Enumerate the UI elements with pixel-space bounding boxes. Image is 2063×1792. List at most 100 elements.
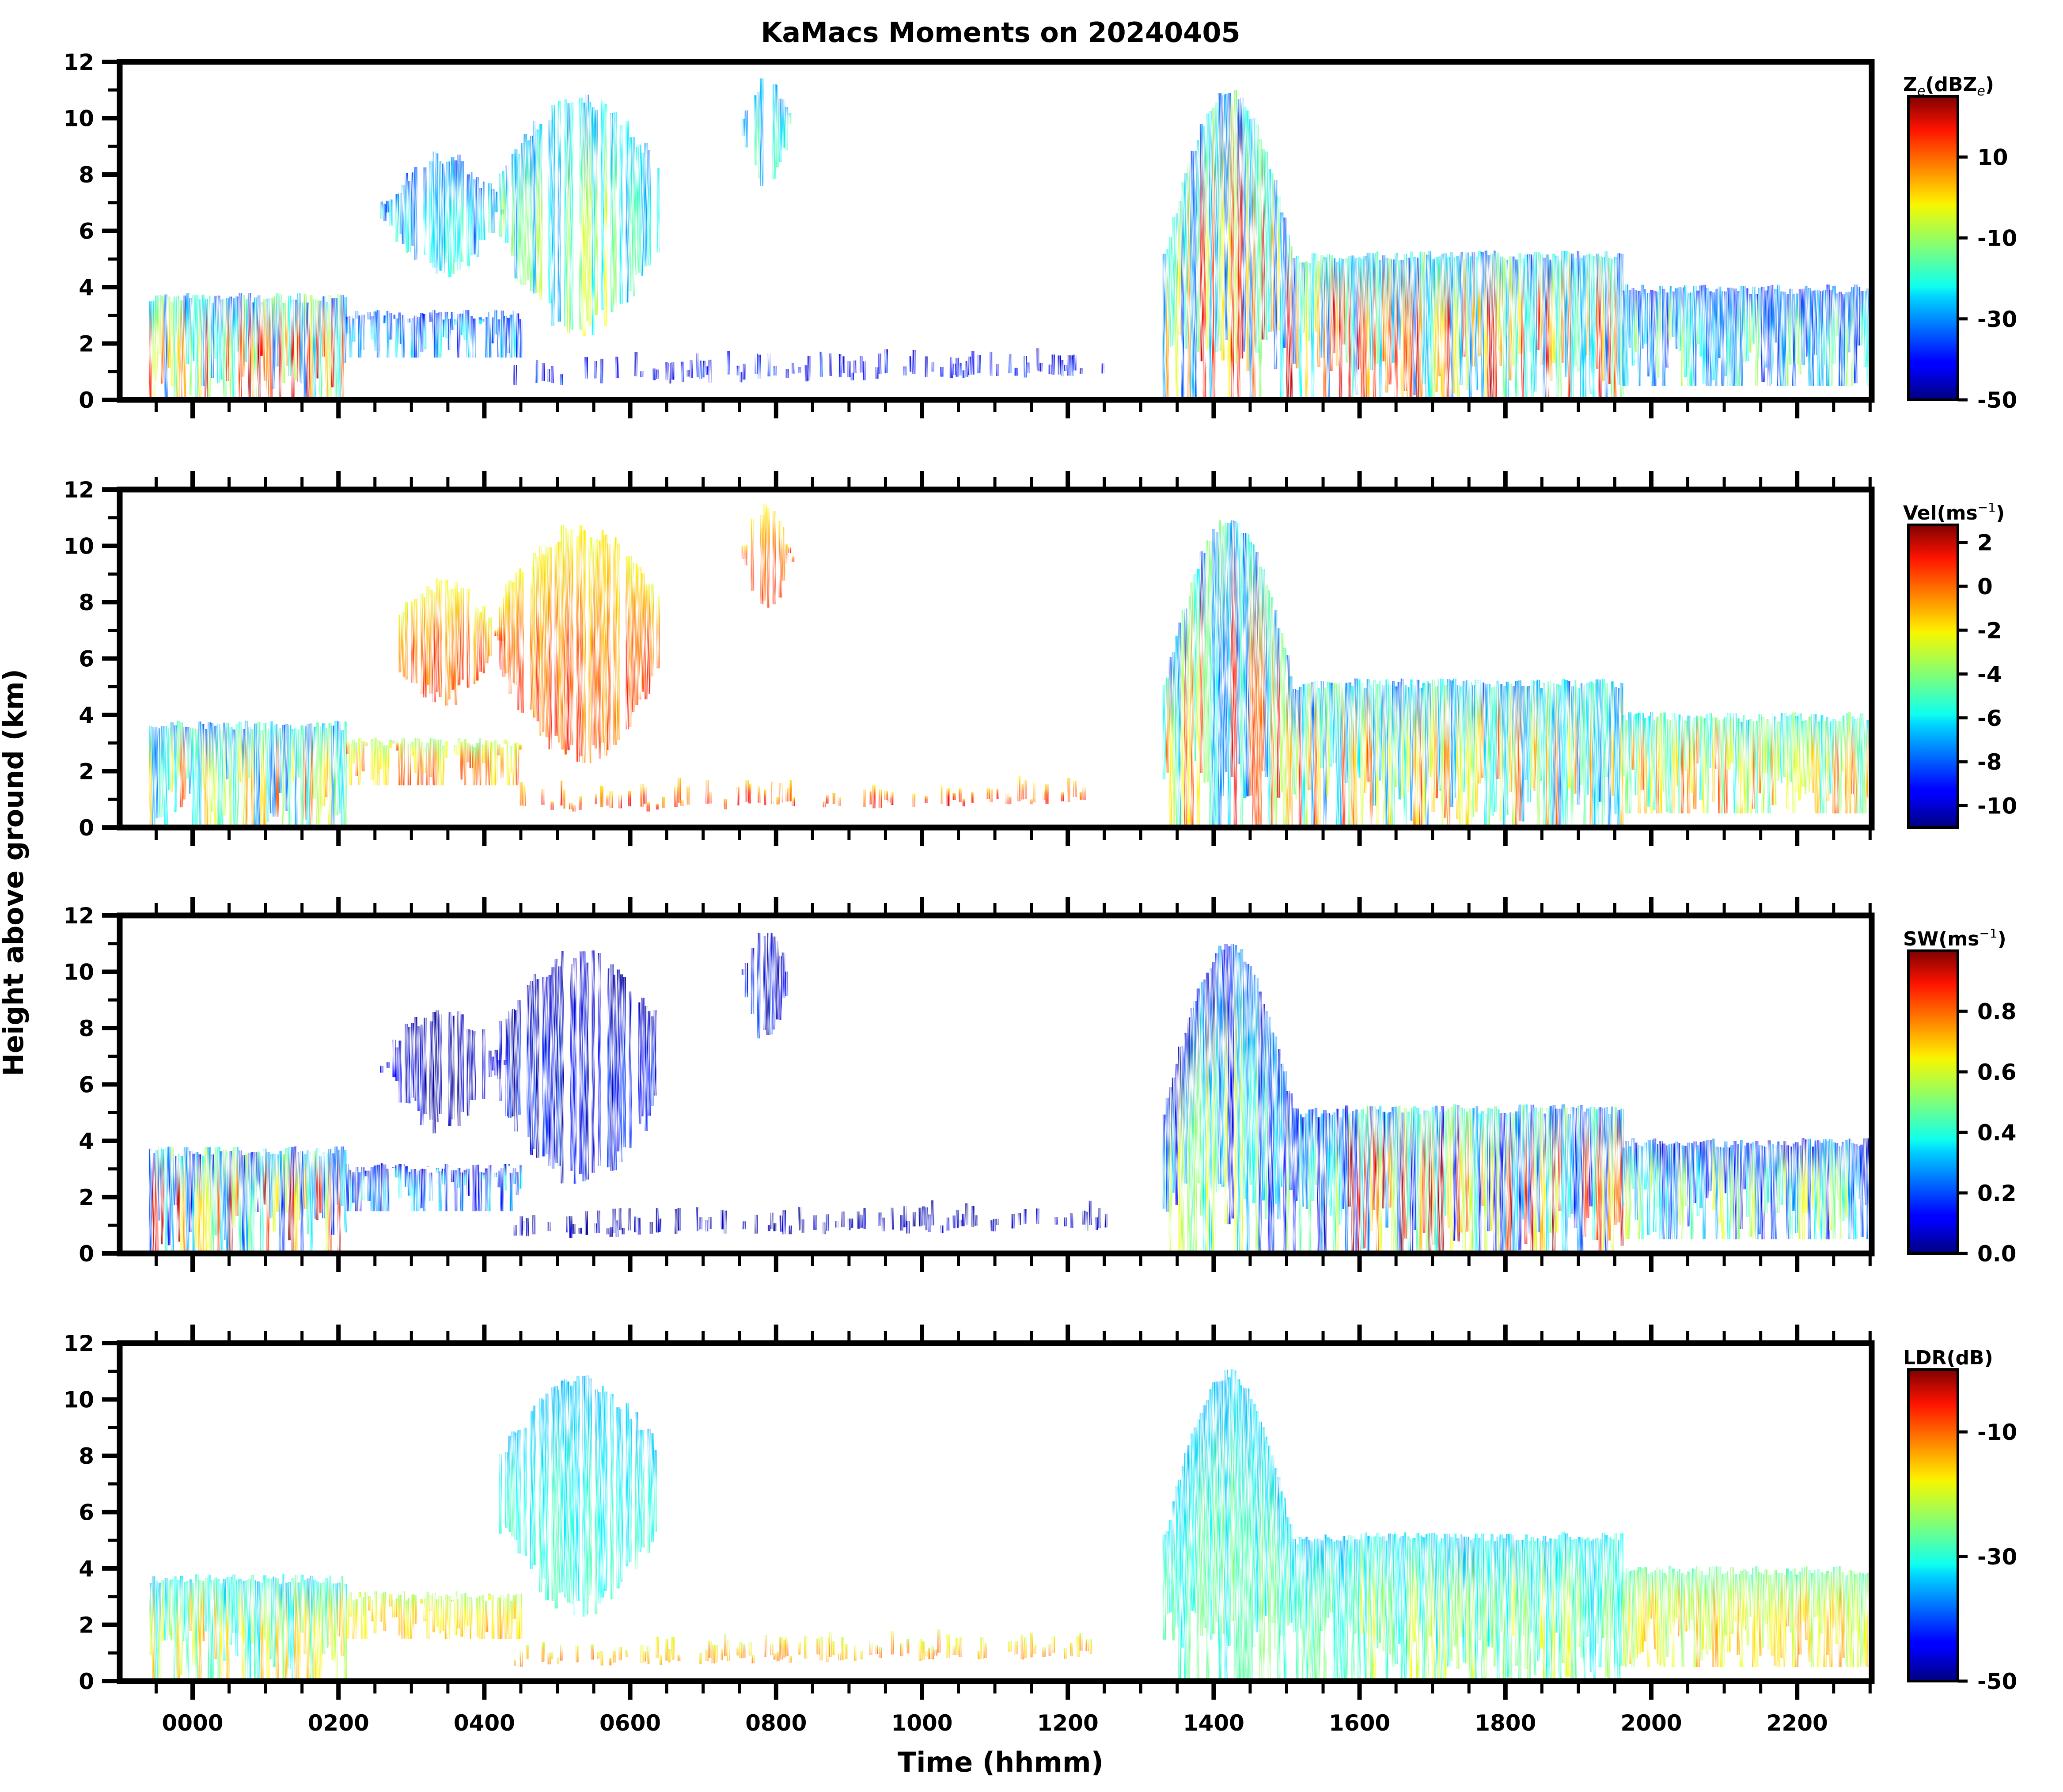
echo-column [1450,1106,1454,1253]
echo-column [1175,213,1179,400]
echo-column [500,310,504,358]
echo-column [1493,251,1497,400]
echo-column [386,1062,390,1068]
echo-region [148,1574,347,1681]
echo-column [204,1147,208,1253]
echo-column [1295,256,1299,368]
echo-column [1342,688,1346,828]
echo-column [472,747,476,786]
echo-column [1709,291,1712,386]
echo-column [1475,1106,1479,1253]
echo-column [457,1168,461,1188]
echo-column [1845,1575,1848,1667]
echo-column [370,316,374,341]
y-tick-label: 4 [79,702,94,728]
echo-column [1693,286,1697,386]
echo-column [1583,1539,1587,1681]
echo-column [1209,541,1213,828]
echo-column [1082,1211,1086,1225]
echo-column [1366,1536,1370,1681]
echo-column [364,742,368,746]
echo-column [1224,1370,1228,1681]
echo-column [1067,778,1070,802]
echo-column [1218,1381,1222,1681]
echo-column [1168,657,1172,828]
echo-column [491,1595,495,1639]
echo-column [182,295,186,400]
echo-column [613,975,617,1170]
echo-column [1583,683,1587,828]
echo-column [1555,683,1559,828]
echo-column [439,1014,442,1114]
echo-column [564,99,567,327]
echo-column [244,1580,248,1681]
echo-column [278,294,282,400]
echo-column [641,152,645,276]
echo-column [1592,1539,1596,1681]
echo-column [441,745,445,786]
echo-column [1536,1538,1540,1662]
echo-column [499,606,502,670]
echo-column [429,312,433,322]
echo-column [1842,294,1845,386]
echo-column [1555,1539,1559,1633]
echo-column [291,1578,295,1681]
echo-column [429,161,433,263]
echo-column [1400,678,1404,798]
echo-column [1199,551,1203,773]
echo-column [1363,1532,1367,1681]
echo-column [1326,1113,1330,1206]
echo-column [1586,1537,1590,1637]
echo-column [1743,715,1746,814]
echo-column [1672,1143,1675,1240]
echo-column [523,785,526,806]
echo-column [204,729,208,828]
echo-column [758,786,761,803]
echo-column [792,363,795,374]
echo-column [1656,1144,1660,1208]
echo-column [1857,1572,1861,1667]
echo-column [281,303,285,383]
echo-column [186,1581,190,1681]
echo-column [1493,1541,1497,1667]
echo-column [367,312,371,320]
echo-column [567,1381,570,1603]
echo-column [1459,1534,1463,1637]
echo-column [417,1170,421,1211]
echo-column [1027,362,1030,373]
echo-column [1758,1145,1762,1234]
echo-column [1536,1112,1540,1233]
echo-column [1283,217,1287,348]
echo-column [711,1644,715,1663]
echo-column [1459,252,1463,385]
echo-column [990,789,993,802]
echo-column [1672,713,1675,814]
echo-column [1805,1566,1808,1640]
echo-column [494,740,498,786]
echo-column [1715,1147,1718,1240]
echo-column [844,1644,848,1659]
echo-column [478,738,482,786]
echo-column [379,1593,383,1622]
echo-column [485,740,489,786]
echo-column [463,310,467,340]
echo-column [554,1386,558,1609]
echo-column [1379,680,1383,781]
echo-column [1184,173,1188,349]
echo-column [606,795,610,806]
echo-column [1484,1541,1488,1681]
echo-column [482,1173,485,1180]
echo-column [650,584,654,677]
echo-column [1755,1566,1759,1667]
echo-column [1184,1453,1188,1681]
echo-column [863,789,866,807]
echo-column [598,540,601,759]
echo-column [389,313,393,340]
echo-column [288,725,292,828]
echo-column [322,1582,326,1655]
echo-column [1243,961,1247,1199]
x-axis-label: Time (hhmm) [898,1746,1104,1778]
echo-column [570,102,573,330]
echo-column [736,1647,739,1655]
